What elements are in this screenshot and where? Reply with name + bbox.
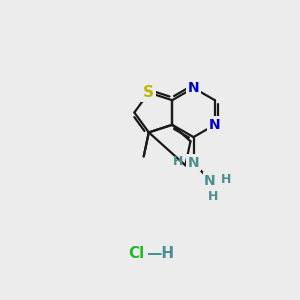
Text: —H: —H <box>146 246 175 261</box>
Text: N: N <box>188 81 199 95</box>
Text: N: N <box>204 174 216 188</box>
Text: N: N <box>209 118 220 132</box>
Text: H: H <box>220 172 231 186</box>
Text: H: H <box>173 154 183 168</box>
Text: N: N <box>188 156 199 170</box>
Text: Cl: Cl <box>128 246 145 261</box>
Text: S: S <box>143 85 154 100</box>
Text: H: H <box>208 190 218 203</box>
